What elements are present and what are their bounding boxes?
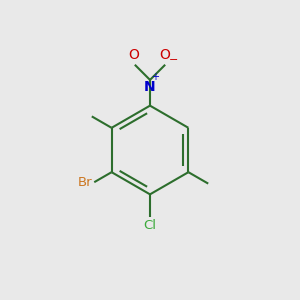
Text: O: O: [160, 48, 171, 62]
Text: Br: Br: [77, 176, 92, 189]
Text: −: −: [169, 55, 178, 64]
Text: Cl: Cl: [143, 219, 157, 232]
Text: O: O: [128, 48, 139, 62]
Text: N: N: [144, 80, 156, 94]
Text: +: +: [151, 72, 159, 82]
